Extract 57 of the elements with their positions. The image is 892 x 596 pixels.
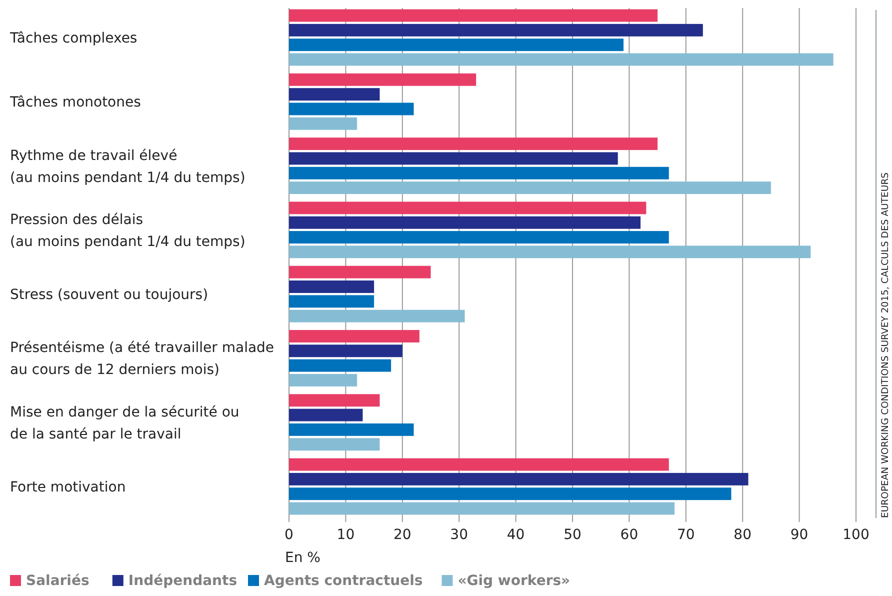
x-tick-label: 90 [790, 527, 808, 543]
bar [289, 344, 402, 358]
x-tick-label: 20 [393, 527, 412, 543]
x-tick-label: 50 [564, 527, 582, 543]
y-tick-label: Forte motivation [10, 479, 126, 496]
bar [289, 472, 748, 486]
x-tick-label: 80 [734, 527, 752, 543]
y-tick-label: Tâches complexes [9, 30, 138, 47]
x-tick-label: 100 [842, 527, 870, 543]
x-axis-title: En % [285, 550, 320, 566]
legend-label: Salariés [26, 573, 90, 589]
legend-label: Agents contractuels [264, 573, 423, 589]
bar [289, 280, 374, 293]
bar [289, 138, 658, 150]
bar [289, 216, 641, 229]
bar [289, 359, 392, 372]
bar [289, 102, 414, 116]
bar [289, 310, 465, 322]
y-tick-label: Présentéisme (a été travailler malade au cours de 12 derniers mois) [10, 340, 274, 378]
bar [289, 502, 675, 515]
bar [289, 38, 624, 52]
bar [289, 458, 669, 471]
bar [289, 374, 358, 386]
bar [289, 166, 669, 180]
bar [289, 53, 834, 66]
bar [289, 152, 618, 165]
y-tick-label: Stress (souvent ou toujours) [10, 287, 208, 304]
x-tick-label: 40 [506, 527, 525, 543]
x-tick-label: 60 [620, 527, 638, 543]
bar [289, 231, 669, 244]
y-tick-label: Tâches monotones [9, 94, 141, 111]
x-tick-label: 0 [284, 527, 294, 543]
y-tick-label: Mise en danger de la sécurité ou de la santé par le travail [10, 404, 240, 442]
bar [289, 182, 771, 194]
bar [289, 423, 414, 436]
bar [289, 117, 358, 130]
bar [289, 330, 420, 342]
bar [289, 73, 476, 86]
bar [289, 295, 374, 308]
bar [289, 266, 431, 278]
bar [289, 394, 380, 407]
text: EUROPEAN WORKING CONDITIONS SURVEY 2015, CALCULS DES AUTEURS [880, 172, 891, 518]
legend-label: «Gig workers» [458, 573, 570, 589]
y-tick-label: Rythme de travail élevé (au moins pendant 1/4 du temps) [10, 148, 246, 186]
legend-label: Indépendants [128, 573, 238, 589]
bar [289, 9, 658, 22]
x-tick-label: 30 [450, 527, 468, 543]
bar [289, 488, 732, 500]
bar [289, 408, 363, 422]
x-tick-label: 70 [676, 527, 695, 543]
bar [289, 202, 646, 214]
y-tick-label: Pression des délais (au moins pendant 1/4 du temps) [10, 212, 246, 250]
x-tick-label: 10 [336, 527, 355, 543]
bar [289, 438, 380, 451]
bar [289, 88, 380, 101]
bar [289, 24, 703, 36]
bar [289, 246, 811, 258]
